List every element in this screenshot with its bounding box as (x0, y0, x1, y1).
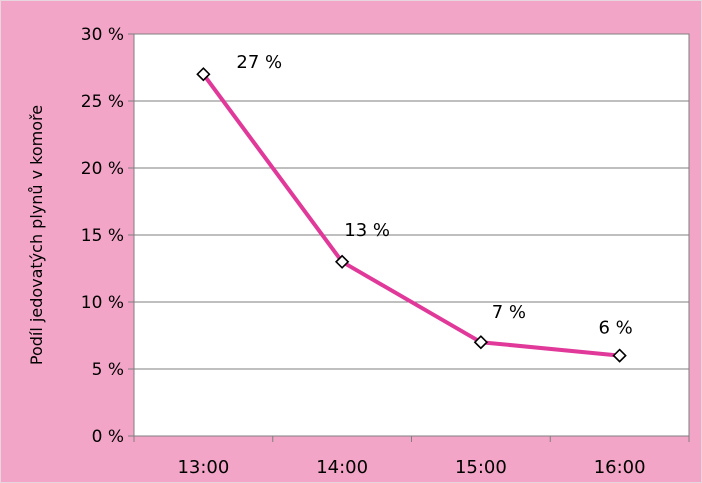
data-label: 6 % (598, 318, 632, 339)
y-tick-label: 10 % (81, 293, 124, 313)
y-tick-label: 0 % (92, 427, 124, 447)
series-line (201, 73, 620, 358)
data-label: 13 % (344, 220, 390, 241)
y-tick-label: 30 % (81, 25, 124, 45)
y-tick-label: 15 % (81, 226, 124, 246)
data-point-marker (196, 67, 211, 82)
y-tick-label: 25 % (81, 92, 124, 112)
data-label: 27 % (236, 52, 282, 73)
x-tick-label: 13:00 (177, 457, 229, 478)
axes: 0 % 5 % 10 % 15 % 20 % 25 % 30 % 13:00 14:00 15:0… (81, 25, 690, 478)
y-axis-title: Podíl jedovatých plynů v komoře (27, 105, 46, 365)
y-tick-label: 20 % (81, 159, 124, 179)
x-tick-label: 15:00 (455, 457, 507, 478)
data-point-marker (334, 254, 350, 269)
x-tick-label: 16:00 (594, 457, 646, 478)
data-label: 7 % (492, 302, 526, 323)
gridlines (134, 33, 689, 370)
data-point-marker (612, 348, 627, 363)
series-layer (196, 67, 627, 363)
data-point-marker (473, 335, 489, 350)
x-tick-label: 14:00 (316, 457, 368, 478)
y-tick-label: 5 % (92, 360, 124, 380)
label-layer: 27 % 13 % 7 % 6 % (236, 52, 632, 338)
